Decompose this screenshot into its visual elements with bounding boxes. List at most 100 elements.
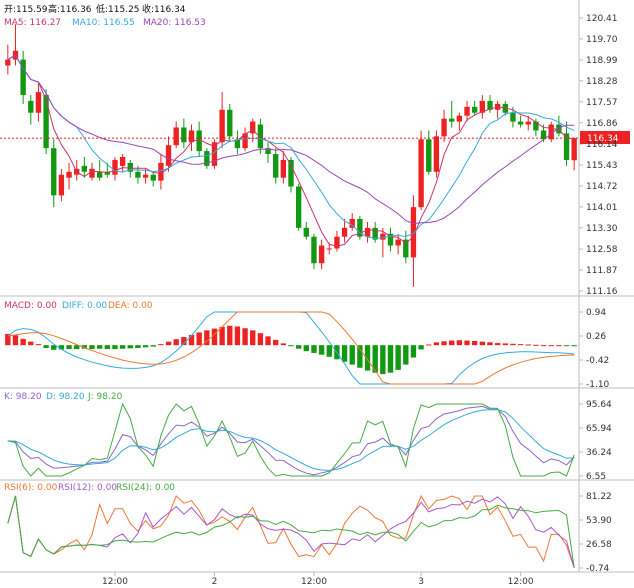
rsi6-label: RSI(6): 0.00: [4, 483, 58, 493]
y-tick-label: 111.87: [586, 266, 618, 276]
macd-bar: [43, 345, 49, 348]
macd-bar: [112, 345, 118, 350]
macd-bar: [510, 343, 516, 346]
macd-bar: [96, 345, 103, 349]
close-label: 收:116.34: [142, 3, 186, 15]
candle-body: [525, 121, 531, 125]
candle-body: [433, 136, 440, 172]
candle-body: [311, 236, 317, 264]
macd-header: MACD: 0.00 DIFF: 0.00 DEA: 0.00: [4, 301, 153, 311]
candle-body: [112, 159, 118, 175]
candle-body: [517, 121, 524, 125]
macd-bar: [181, 337, 187, 346]
y-tick-label: 119.70: [586, 35, 618, 45]
candle-body: [265, 148, 271, 155]
macd-bar: [487, 342, 493, 346]
y-tick-label: 116.14: [586, 140, 618, 150]
y-tick-label: 6.55: [586, 472, 606, 482]
macd-bar: [58, 345, 65, 350]
candle-body: [487, 100, 493, 110]
macd-bar: [265, 336, 271, 346]
candle-body: [135, 171, 141, 178]
candle-body: [219, 109, 225, 143]
candle-body: [227, 109, 233, 137]
y-tick-label: 53.90: [586, 516, 612, 526]
macd-bar: [81, 345, 88, 349]
macd-bar: [472, 340, 478, 346]
macd-bar: [456, 340, 463, 346]
candle-body: [548, 124, 554, 140]
macd-bar: [372, 345, 378, 373]
rsi-panel[interactable]: [7, 494, 575, 568]
k-label: K: 98.20: [4, 392, 42, 402]
candle-body: [165, 145, 172, 166]
macd-bar: [12, 335, 19, 346]
candle-body: [426, 139, 432, 172]
macd-bar: [426, 344, 432, 346]
macd-bar: [571, 345, 577, 347]
macd-bar: [35, 344, 42, 346]
macd-label: MACD: 0.00: [4, 301, 57, 311]
macd-bar: [104, 345, 110, 350]
macd-bar: [449, 340, 455, 346]
macd-bar: [563, 345, 570, 347]
candle-body: [571, 138, 577, 161]
candle-body: [387, 233, 394, 246]
candle-body: [242, 133, 248, 149]
macd-bar: [517, 344, 524, 346]
candle-body: [81, 165, 88, 172]
candle-body: [204, 151, 210, 166]
macd-bar: [242, 328, 248, 346]
y-tick-label: 116.86: [586, 119, 618, 129]
macd-bar: [51, 345, 57, 350]
price-panel[interactable]: [0, 24, 578, 287]
macd-bar: [395, 345, 401, 370]
dif-label: DIFF: 0.00: [62, 301, 107, 311]
candle-body: [150, 174, 156, 181]
candle-body: [234, 139, 241, 149]
macd-bar: [380, 345, 386, 375]
candle-body: [104, 171, 110, 175]
candle-body: [89, 168, 95, 178]
candle-body: [158, 162, 164, 181]
y-tick-label: 0.94: [586, 308, 606, 318]
macd-panel[interactable]: [5, 311, 577, 385]
macd-bar: [234, 326, 241, 346]
candle-body: [410, 207, 417, 258]
y-tick-label: 117.57: [586, 98, 618, 108]
macd-bar: [418, 345, 424, 350]
macd-bar: [219, 326, 225, 346]
candle-body: [280, 159, 287, 178]
y-tick-label: 118.28: [586, 77, 618, 87]
candle-body: [66, 171, 72, 178]
macd-bar: [196, 332, 202, 346]
macd-bar: [280, 343, 287, 346]
y-tick-label: 115.43: [586, 161, 618, 171]
grid-layer: [0, 0, 634, 576]
candle-body: [403, 239, 409, 258]
macd-bar: [150, 345, 156, 347]
macd-bar: [464, 340, 470, 346]
j-label: J: 98.20: [87, 392, 123, 402]
candle-body: [341, 227, 348, 237]
macd-bar: [311, 345, 317, 353]
candle-body: [96, 171, 103, 178]
ma5-label: MA5: 116.27: [4, 18, 61, 28]
y-tick-label: 111.16: [586, 287, 618, 297]
candle-body: [295, 186, 302, 228]
macd-bar: [74, 345, 80, 350]
macd-bar: [341, 345, 348, 362]
macd-bar: [364, 345, 371, 371]
kdj-header: K: 98.20 D: 98.20 J: 98.20: [4, 392, 123, 402]
y-tick-label: 112.58: [586, 245, 618, 255]
x-tick-label: 12:00: [102, 577, 128, 587]
macd-bar: [326, 345, 332, 357]
macd-bar: [533, 344, 539, 346]
macd-bar: [295, 345, 302, 349]
j-line: [7, 402, 575, 477]
ma10-line: [7, 54, 575, 239]
candle-body: [395, 239, 401, 246]
kdj-panel[interactable]: [7, 402, 575, 477]
ma5-line: [7, 54, 575, 247]
